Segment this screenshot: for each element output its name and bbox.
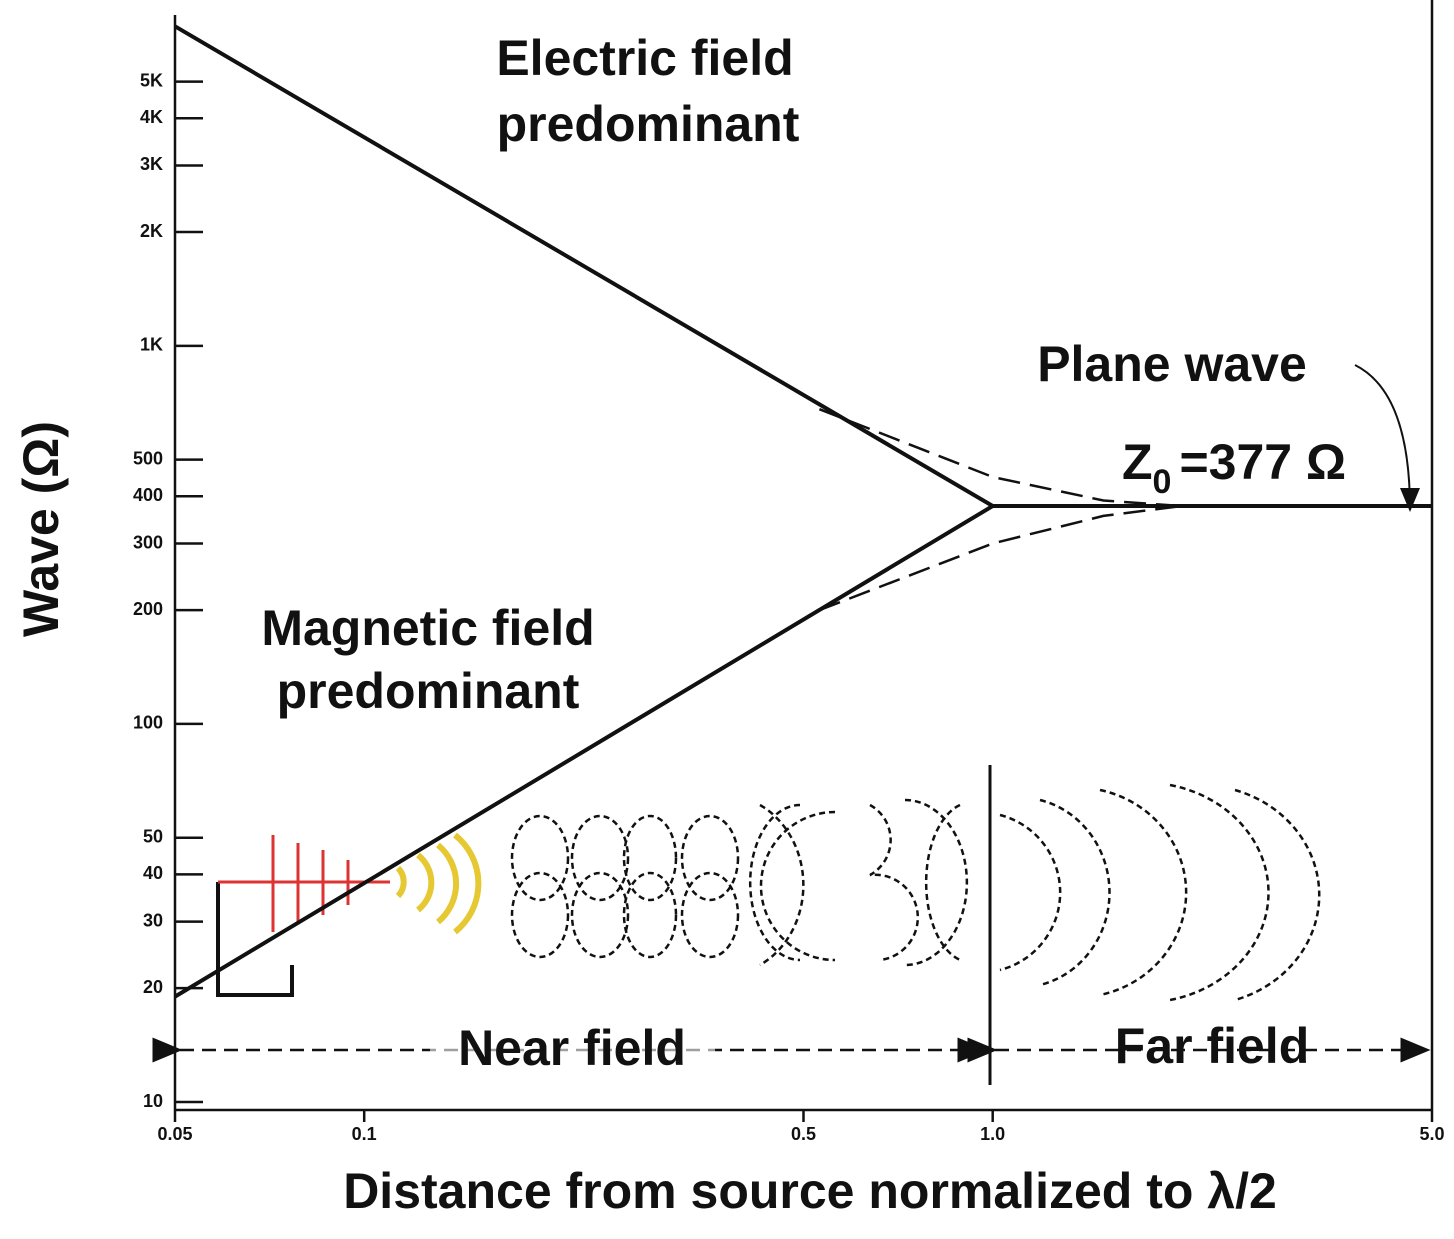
y-tick-label: 3K: [140, 154, 163, 174]
annotation: Electric field: [496, 30, 793, 86]
y-tick-label: 20: [143, 977, 163, 997]
y-axis-label: Wave (Ω): [13, 421, 69, 637]
antenna-illustration: [216, 783, 1321, 1002]
y-tick-label: 300: [133, 532, 163, 552]
annotation: Near field: [458, 1020, 686, 1076]
y-tick-label: 10: [143, 1091, 163, 1111]
y-tick-label: 4K: [140, 107, 163, 127]
z-value: =377 Ω: [1179, 434, 1346, 490]
annotation: Z0 =377 Ω: [1122, 434, 1346, 501]
annotation: Magnetic field: [261, 600, 594, 656]
annotation: Far field: [1115, 1018, 1309, 1074]
z-subscript: 0: [1153, 463, 1172, 501]
x-tick-label: 1.0: [980, 1124, 1005, 1144]
callout-arrow: [1354, 364, 1420, 512]
y-tick-label: 5K: [140, 70, 163, 90]
label-bg: [430, 1025, 715, 1077]
y-tick-label: 40: [143, 863, 163, 883]
dashed-curve: [818, 408, 1182, 508]
z-symbol: Z: [1122, 434, 1153, 490]
y-tick-label: 200: [133, 599, 163, 619]
annotation: predominant: [277, 663, 580, 719]
x-tick-label: 0.05: [157, 1124, 192, 1144]
y-tick-label: 30: [143, 910, 163, 930]
y-tick-label: 400: [133, 485, 163, 505]
y-tick-label: 2K: [140, 221, 163, 241]
x-axis-label: Distance from source normalized to λ/2: [343, 1163, 1277, 1219]
y-tick-label: 100: [133, 713, 163, 733]
annotation: predominant: [497, 96, 800, 152]
annotation: Plane wave: [1037, 336, 1307, 392]
y-tick-label: 50: [143, 826, 163, 846]
y-tick-label: 500: [133, 448, 163, 468]
x-tick-label: 0.1: [352, 1124, 377, 1144]
impedance-line: [173, 504, 994, 999]
dashed-curve: [818, 504, 1183, 612]
x-tick-label: 0.5: [791, 1124, 816, 1144]
y-tick-label: 1K: [140, 335, 163, 355]
x-tick-label: 5.0: [1419, 1124, 1444, 1144]
